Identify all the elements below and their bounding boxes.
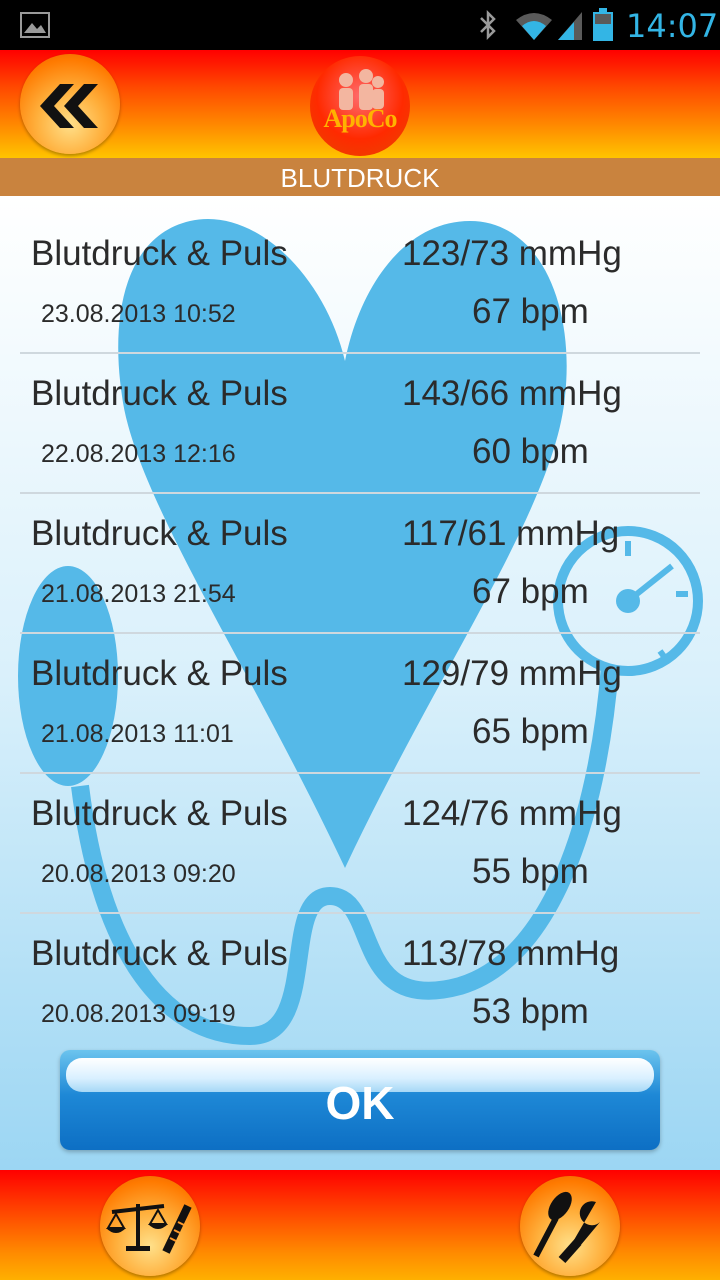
reading-bp: 129/79 mmHg bbox=[402, 654, 622, 693]
reading-type: Blutdruck & Puls bbox=[31, 234, 288, 273]
reading-bp: 143/66 mmHg bbox=[402, 374, 622, 413]
row-divider bbox=[20, 772, 700, 774]
status-bar: 14:07 bbox=[0, 0, 720, 50]
reading-datetime: 23.08.2013 10:52 bbox=[41, 300, 236, 328]
content-area: Blutdruck & Puls 23.08.2013 10:52 123/73… bbox=[0, 196, 720, 1170]
ok-button-label: OK bbox=[325, 1077, 395, 1129]
reading-pulse: 60 bpm bbox=[472, 432, 589, 471]
reading-datetime: 21.08.2013 21:54 bbox=[41, 580, 236, 608]
row-divider bbox=[20, 632, 700, 634]
bluetooth-icon bbox=[480, 10, 496, 40]
reading-pulse: 67 bpm bbox=[472, 572, 589, 611]
reading-datetime: 22.08.2013 12:16 bbox=[41, 440, 236, 468]
app-header: ApoCo bbox=[0, 50, 720, 158]
reading-row[interactable]: Blutdruck & Puls 22.08.2013 12:16 143/66… bbox=[20, 354, 700, 494]
back-icon bbox=[40, 84, 98, 128]
back-button[interactable] bbox=[20, 54, 120, 154]
reading-type: Blutdruck & Puls bbox=[31, 654, 288, 693]
row-divider bbox=[20, 912, 700, 914]
reading-type: Blutdruck & Puls bbox=[31, 374, 288, 413]
reading-row[interactable]: Blutdruck & Puls 20.08.2013 09:19 113/78… bbox=[20, 914, 700, 1054]
reading-row[interactable]: Blutdruck & Puls 23.08.2013 10:52 123/73… bbox=[20, 214, 700, 354]
tools-icon bbox=[533, 1191, 600, 1263]
row-divider bbox=[20, 492, 700, 494]
row-divider bbox=[20, 352, 700, 354]
signal-icon bbox=[558, 12, 582, 40]
tools-button[interactable] bbox=[520, 1176, 620, 1276]
page-title: BLUTDRUCK bbox=[0, 158, 720, 196]
reading-pulse: 67 bpm bbox=[472, 292, 589, 331]
scale-icon bbox=[106, 1204, 192, 1254]
status-time: 14:07 bbox=[626, 7, 719, 45]
reading-type: Blutdruck & Puls bbox=[31, 794, 288, 833]
reading-bp: 113/78 mmHg bbox=[402, 934, 620, 973]
app-logo: ApoCo bbox=[310, 56, 410, 156]
battery-icon bbox=[593, 8, 613, 41]
reading-bp: 124/76 mmHg bbox=[402, 794, 622, 833]
reading-datetime: 20.08.2013 09:20 bbox=[41, 860, 236, 888]
reading-datetime: 21.08.2013 11:01 bbox=[41, 720, 234, 748]
reading-pulse: 55 bpm bbox=[472, 852, 589, 891]
people-logo-icon bbox=[339, 69, 384, 110]
ok-button[interactable]: OK bbox=[60, 1050, 660, 1150]
scale-button[interactable] bbox=[100, 1176, 200, 1276]
reading-bp: 123/73 mmHg bbox=[402, 234, 622, 273]
reading-pulse: 65 bpm bbox=[472, 712, 589, 751]
reading-bp: 117/61 mmHg bbox=[402, 514, 620, 553]
gallery-icon bbox=[20, 12, 50, 38]
reading-datetime: 20.08.2013 09:19 bbox=[41, 1000, 236, 1028]
reading-row[interactable]: Blutdruck & Puls 20.08.2013 09:20 124/76… bbox=[20, 774, 700, 914]
reading-row[interactable]: Blutdruck & Puls 21.08.2013 21:54 117/61… bbox=[20, 494, 700, 634]
app-footer bbox=[0, 1170, 720, 1280]
reading-type: Blutdruck & Puls bbox=[31, 514, 288, 553]
logo-text: ApoCo bbox=[323, 104, 397, 133]
wifi-icon bbox=[516, 13, 552, 40]
ok-button-gloss bbox=[66, 1058, 654, 1092]
reading-row[interactable]: Blutdruck & Puls 21.08.2013 11:01 129/79… bbox=[20, 634, 700, 774]
reading-type: Blutdruck & Puls bbox=[31, 934, 288, 973]
reading-pulse: 53 bpm bbox=[472, 992, 589, 1031]
heart-stethoscope-background bbox=[18, 218, 703, 1046]
